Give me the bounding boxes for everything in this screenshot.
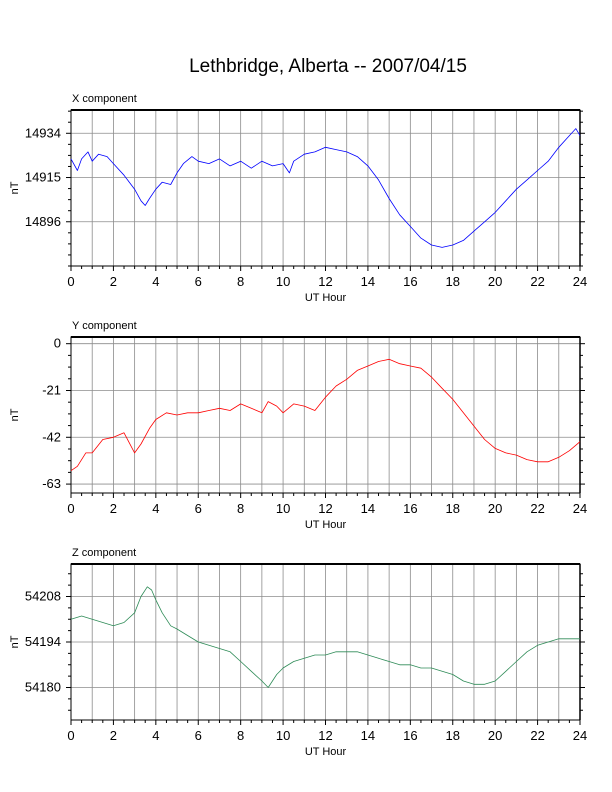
x-tick-label: 2 <box>110 728 117 743</box>
series-line <box>70 586 580 688</box>
x-tick-label: 16 <box>403 728 417 743</box>
panel-title: X component <box>72 93 137 105</box>
panel-title: Z component <box>72 547 136 559</box>
x-tick-label: 24 <box>573 501 587 516</box>
x-tick-label: 20 <box>488 728 502 743</box>
x-tick-label: 20 <box>488 274 502 289</box>
panel-title: Y component <box>72 320 137 332</box>
x-axis-label: UT Hour <box>305 519 347 531</box>
x-tick-label: 18 <box>446 274 460 289</box>
x-tick-label: 22 <box>530 501 544 516</box>
x-tick-label: 20 <box>488 501 502 516</box>
y-tick-label: 14896 <box>25 214 61 229</box>
x-tick-label: 16 <box>403 501 417 516</box>
x-tick-label: 12 <box>318 728 332 743</box>
y-tick-label: -63 <box>42 476 61 491</box>
y-tick-label: 14915 <box>25 170 61 185</box>
y-axis-label: nT <box>9 635 21 648</box>
x-tick-label: 24 <box>573 274 587 289</box>
x-tick-label: 22 <box>530 728 544 743</box>
x-tick-label: 8 <box>237 728 244 743</box>
x-tick-label: 6 <box>195 728 202 743</box>
y-tick-label: -21 <box>42 382 61 397</box>
x-tick-label: 12 <box>318 501 332 516</box>
x-tick-label: 0 <box>67 501 74 516</box>
x-tick-label: 4 <box>152 274 159 289</box>
y-axis-label: nT <box>9 408 21 421</box>
x-tick-label: 4 <box>152 728 159 743</box>
x-tick-label: 4 <box>152 501 159 516</box>
x-tick-label: 14 <box>361 728 375 743</box>
y-tick-label: 54208 <box>25 589 61 604</box>
x-tick-label: 14 <box>361 501 375 516</box>
x-tick-label: 2 <box>110 501 117 516</box>
x-tick-label: 24 <box>573 728 587 743</box>
x-tick-label: 6 <box>195 274 202 289</box>
x-axis-label: UT Hour <box>305 746 347 758</box>
page-title: Lethbridge, Alberta -- 2007/04/15 <box>189 56 467 77</box>
x-tick-label: 0 <box>67 728 74 743</box>
x-tick-label: 10 <box>276 501 290 516</box>
x-tick-label: 6 <box>195 501 202 516</box>
y-tick-label: 54180 <box>25 680 61 695</box>
x-tick-label: 10 <box>276 274 290 289</box>
y-tick-label: 54194 <box>25 634 61 649</box>
x-tick-label: 8 <box>237 274 244 289</box>
series-line <box>70 128 581 248</box>
series-line <box>70 358 581 472</box>
y-axis-label: nT <box>9 181 21 194</box>
x-tick-label: 0 <box>67 274 74 289</box>
x-tick-label: 2 <box>110 274 117 289</box>
x-tick-label: 22 <box>530 274 544 289</box>
x-axis-label: UT Hour <box>305 292 347 304</box>
y-tick-label: 0 <box>54 336 61 351</box>
x-tick-label: 18 <box>446 501 460 516</box>
y-tick-label: 14934 <box>25 125 61 140</box>
x-tick-label: 18 <box>446 728 460 743</box>
x-tick-label: 14 <box>361 274 375 289</box>
x-tick-label: 12 <box>318 274 332 289</box>
y-tick-label: -42 <box>42 429 61 444</box>
x-tick-label: 10 <box>276 728 290 743</box>
x-tick-label: 16 <box>403 274 417 289</box>
x-tick-label: 8 <box>237 501 244 516</box>
